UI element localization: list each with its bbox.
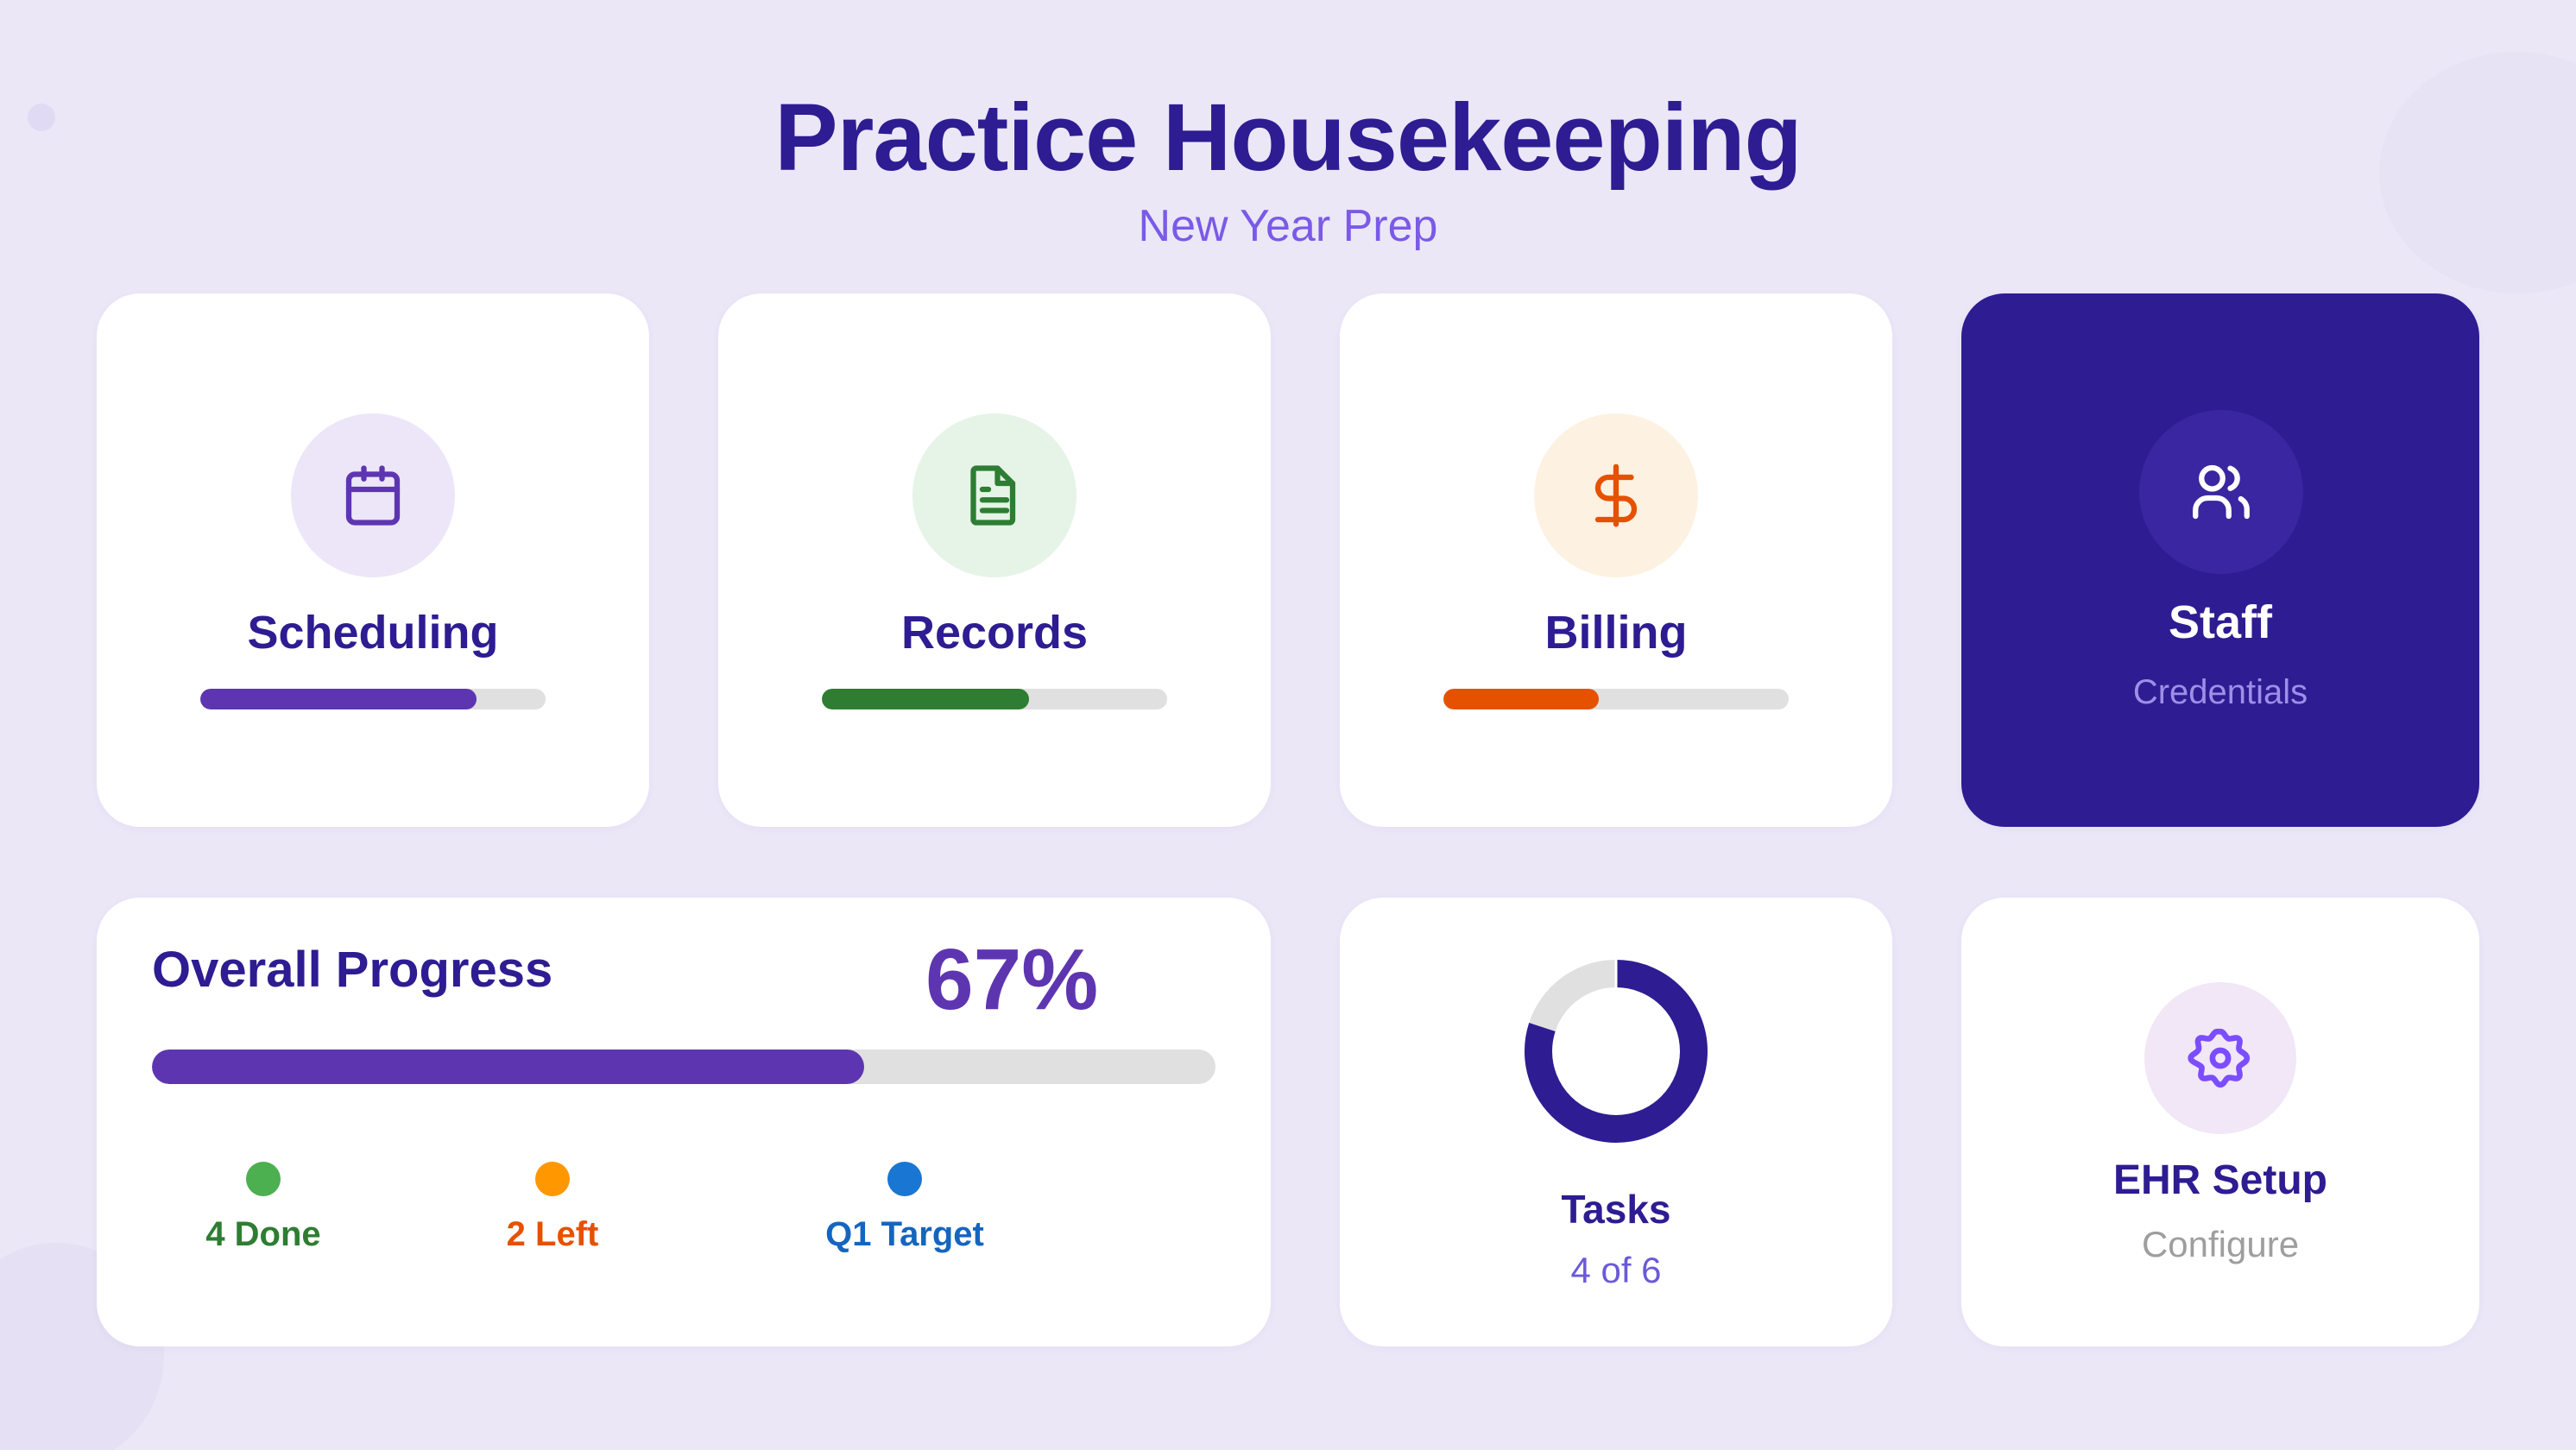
tasks-count: 4 of 6 — [1570, 1250, 1662, 1290]
card-sublabel: Credentials — [2132, 673, 2308, 711]
icon-badge — [912, 413, 1076, 577]
tasks-donut-chart — [1525, 958, 1708, 1143]
page-title: Practice Housekeeping — [774, 85, 1802, 191]
progress-bar — [1443, 689, 1789, 709]
legend-label: 2 Left — [506, 1215, 599, 1253]
tasks-card[interactable]: Tasks 4 of 6 — [1340, 898, 1892, 1346]
legend-dot — [887, 1162, 922, 1196]
decorative-dot — [28, 104, 55, 131]
card-staff[interactable]: Staff Credentials — [1961, 293, 2479, 827]
card-label: Scheduling — [247, 607, 499, 659]
card-label: Billing — [1544, 607, 1688, 659]
card-sublabel: Configure — [2141, 1224, 2300, 1264]
document-icon — [970, 465, 1016, 526]
progress-fill — [1443, 689, 1599, 709]
overall-progress-bar — [152, 1050, 1215, 1084]
legend-label: 4 Done — [205, 1215, 321, 1253]
overall-progress-percent: 67% — [925, 931, 1099, 1028]
legend-target: Q1 Target — [801, 1162, 1008, 1254]
overall-progress-fill — [152, 1050, 865, 1084]
legend-label: Q1 Target — [825, 1215, 984, 1253]
icon-badge — [1534, 413, 1698, 577]
progress-fill — [822, 689, 1029, 709]
card-records[interactable]: Records — [718, 293, 1271, 827]
icon-badge — [2139, 410, 2303, 574]
progress-bar — [200, 689, 546, 709]
card-label: Records — [900, 607, 1089, 659]
icon-badge — [2144, 982, 2296, 1134]
card-billing[interactable]: Billing — [1340, 293, 1892, 827]
icon-badge — [291, 413, 455, 577]
page-subtitle: New Year Prep — [1138, 201, 1438, 251]
legend-left: 2 Left — [449, 1162, 656, 1254]
legend-dot — [246, 1162, 281, 1196]
overall-progress-title: Overall Progress — [152, 942, 553, 998]
card-ehr-setup[interactable]: EHR Setup Configure — [1961, 898, 2479, 1346]
dollar-icon — [1594, 463, 1638, 527]
progress-bar — [822, 689, 1167, 709]
legend-done: 4 Done — [160, 1162, 367, 1254]
progress-fill — [200, 689, 477, 709]
card-scheduling[interactable]: Scheduling — [97, 293, 649, 827]
users-icon — [2193, 464, 2250, 520]
gear-icon — [2188, 1028, 2251, 1088]
card-label: EHR Setup — [2112, 1157, 2327, 1203]
overall-progress-card: Overall Progress 67% 4 Done 2 Left Q1 Ta… — [97, 898, 1271, 1346]
legend-dot — [535, 1162, 570, 1196]
calendar-icon — [345, 465, 401, 526]
tasks-label: Tasks — [1561, 1187, 1671, 1232]
card-label: Staff — [2169, 596, 2272, 648]
